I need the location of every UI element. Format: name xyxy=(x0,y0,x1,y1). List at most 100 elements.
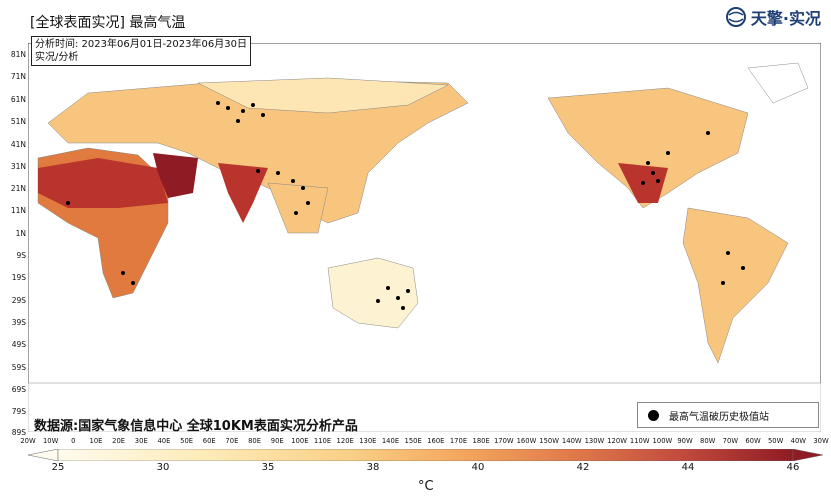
colorbar-unit: °C xyxy=(418,479,434,494)
lat-label: 29S xyxy=(11,296,26,305)
lon-label: 70E xyxy=(225,437,239,445)
lat-label: 59S xyxy=(11,363,26,372)
lon-label: 150W xyxy=(539,437,559,445)
lon-label: 110W xyxy=(629,437,650,445)
lon-label: 90E xyxy=(270,437,284,445)
record-dot xyxy=(276,171,280,175)
lon-label: 50E xyxy=(180,437,194,445)
lon-label: 30E xyxy=(134,437,148,445)
colorbar-tick: 40 xyxy=(471,462,485,473)
lon-label: 80W xyxy=(700,437,716,445)
lon-label: 100E xyxy=(291,437,309,445)
record-dot xyxy=(66,201,70,205)
lat-label: 21N xyxy=(10,184,26,193)
record-dot-icon xyxy=(648,409,659,421)
record-dot xyxy=(236,119,240,123)
lon-label: 170W xyxy=(493,437,514,445)
lon-label: 40W xyxy=(790,437,807,445)
lon-label: 10E xyxy=(89,437,103,445)
record-dot xyxy=(261,113,265,117)
lon-label: 100W xyxy=(652,437,673,445)
lon-label: 90W xyxy=(677,437,693,445)
lon-label: 10W xyxy=(42,437,59,445)
lon-label: 40E xyxy=(157,437,171,445)
record-dot xyxy=(256,169,260,173)
lon-label: 140W xyxy=(561,437,582,445)
record-dot xyxy=(721,281,725,285)
land-arabia xyxy=(153,153,198,198)
data-source: 数据源:国家气象信息中心 全球10KM表面实况分析产品 xyxy=(34,419,358,434)
land-south-america xyxy=(682,207,789,364)
land-antarctica xyxy=(28,382,821,432)
record-dot xyxy=(406,289,410,293)
lat-label: 31N xyxy=(10,162,26,171)
land-se-asia xyxy=(267,182,329,234)
lat-label: 11N xyxy=(10,206,26,215)
lon-label: 140E xyxy=(381,437,400,445)
analysis-type: 实况/分析 xyxy=(35,52,79,63)
record-dot xyxy=(294,211,298,215)
lon-label: 70W xyxy=(722,437,739,445)
record-dot xyxy=(216,101,220,105)
colorbar xyxy=(28,449,823,461)
land-north-america xyxy=(547,87,749,209)
land-india xyxy=(218,163,268,223)
lat-label: 9S xyxy=(16,251,26,260)
record-legend-label: 最高气温破历史极值站 xyxy=(669,411,769,423)
logo: 天擎·实况 xyxy=(725,5,821,29)
record-dot xyxy=(131,281,135,285)
lat-label: 39S xyxy=(11,318,26,327)
lon-label: 20E xyxy=(112,437,126,445)
record-dot xyxy=(376,299,380,303)
lat-label: 51N xyxy=(10,117,26,126)
lon-label: 170E xyxy=(449,437,468,445)
land-greenland xyxy=(747,62,809,104)
colorbar-tick: 38 xyxy=(366,462,380,473)
lon-label: 110E xyxy=(313,437,332,445)
colorbar-tick: 44 xyxy=(681,462,695,473)
lon-label: 130E xyxy=(359,437,377,445)
lat-label: 61N xyxy=(10,95,26,104)
lat-label: 81N xyxy=(10,50,26,59)
lon-label: 120W xyxy=(607,437,627,445)
analysis-info: 分析时间: 2023年06月01日-2023年06月30日 实况/分析 xyxy=(31,36,251,66)
land-australia xyxy=(327,257,419,329)
logo-globe-icon xyxy=(725,7,746,27)
record-dot xyxy=(301,186,305,190)
record-dot xyxy=(226,106,230,110)
lat-label: 1N xyxy=(15,229,26,238)
logo-text: 天擎·实况 xyxy=(750,9,821,28)
colorbar-tick: 46 xyxy=(786,462,800,473)
record-dot xyxy=(241,109,245,113)
record-dot xyxy=(401,306,405,310)
record-dot xyxy=(741,266,745,270)
record-dot xyxy=(726,251,730,255)
lat-label: 49S xyxy=(11,340,26,349)
lon-label: 150E xyxy=(404,437,422,445)
lon-label: 120E xyxy=(336,437,354,445)
colorbar-tick: 35 xyxy=(261,462,275,473)
land-siberia xyxy=(197,77,449,114)
lon-label: 160E xyxy=(427,437,445,445)
record-dot xyxy=(121,271,125,275)
map-title: [全球表面实况] 最高气温 xyxy=(30,15,186,31)
record-dot xyxy=(306,201,310,205)
record-dot xyxy=(646,161,650,165)
record-dot xyxy=(706,131,710,135)
lat-label: 89S xyxy=(11,428,26,437)
lon-axis: 20W 10W 0 10E 20E 30E 40E 50E 60E 70E 80E 90E 100E 11… xyxy=(20,437,828,449)
record-dot xyxy=(666,151,670,155)
record-legend: 最高气温破历史极值站 xyxy=(637,402,819,428)
colorbar-tick: 30 xyxy=(156,462,170,473)
record-dot xyxy=(386,286,390,290)
record-dot xyxy=(651,171,655,175)
lon-label: 20W xyxy=(20,437,36,445)
lon-label: 80E xyxy=(248,437,262,445)
lon-label: 30W xyxy=(813,437,829,445)
lat-label: 41N xyxy=(10,140,26,149)
land-sahara xyxy=(38,158,168,208)
colorbar-tick: 42 xyxy=(576,462,590,473)
colorbar-under-arrow xyxy=(28,449,59,461)
lon-label: 130W xyxy=(584,437,605,445)
lon-label: 60E xyxy=(202,437,216,445)
